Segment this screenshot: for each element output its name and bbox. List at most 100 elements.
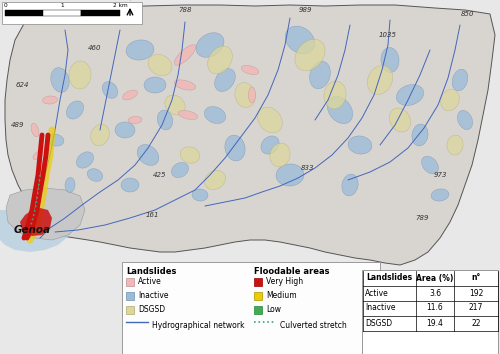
- Ellipse shape: [196, 33, 224, 57]
- Ellipse shape: [310, 61, 330, 89]
- Ellipse shape: [447, 135, 463, 155]
- Ellipse shape: [46, 134, 64, 146]
- Text: 192: 192: [469, 289, 483, 297]
- Text: Landslides: Landslides: [366, 274, 412, 282]
- FancyBboxPatch shape: [254, 292, 262, 300]
- Text: 161: 161: [145, 212, 159, 218]
- Ellipse shape: [137, 144, 159, 165]
- FancyBboxPatch shape: [2, 2, 142, 24]
- Ellipse shape: [174, 80, 196, 90]
- Ellipse shape: [342, 174, 358, 196]
- Text: 973: 973: [433, 172, 447, 178]
- Text: Active: Active: [138, 277, 162, 286]
- Ellipse shape: [102, 82, 118, 98]
- Text: 425: 425: [153, 172, 167, 178]
- Ellipse shape: [128, 116, 142, 124]
- Text: DSGSD: DSGSD: [138, 305, 165, 314]
- Ellipse shape: [324, 81, 346, 109]
- Ellipse shape: [381, 47, 399, 73]
- Ellipse shape: [204, 107, 226, 124]
- Bar: [5, 10, 43, 16]
- Text: 0: 0: [3, 3, 7, 8]
- Ellipse shape: [242, 65, 258, 75]
- Ellipse shape: [452, 69, 468, 91]
- Text: Very High: Very High: [266, 277, 303, 286]
- Text: Inactive: Inactive: [365, 303, 396, 313]
- Text: Landslides: Landslides: [126, 267, 176, 276]
- Text: 460: 460: [88, 45, 102, 51]
- Polygon shape: [5, 5, 495, 265]
- Ellipse shape: [33, 151, 43, 159]
- Ellipse shape: [390, 108, 410, 132]
- Text: 217: 217: [469, 303, 483, 313]
- Text: 850: 850: [461, 11, 475, 17]
- Ellipse shape: [178, 110, 198, 120]
- Ellipse shape: [248, 87, 256, 103]
- Ellipse shape: [214, 69, 236, 91]
- Bar: [81, 10, 120, 16]
- Text: Active: Active: [365, 289, 389, 297]
- Text: Culverted stretch: Culverted stretch: [280, 320, 347, 330]
- Ellipse shape: [172, 162, 188, 178]
- Ellipse shape: [235, 82, 255, 107]
- Text: Floodable areas: Floodable areas: [254, 267, 330, 276]
- Ellipse shape: [122, 90, 138, 100]
- Polygon shape: [6, 188, 85, 240]
- Ellipse shape: [76, 152, 94, 168]
- Ellipse shape: [440, 89, 460, 111]
- FancyBboxPatch shape: [126, 292, 134, 300]
- Text: 789: 789: [415, 215, 429, 221]
- Text: 2 km: 2 km: [112, 3, 128, 8]
- Ellipse shape: [158, 110, 172, 130]
- Ellipse shape: [422, 156, 438, 174]
- Ellipse shape: [412, 124, 428, 146]
- FancyBboxPatch shape: [122, 262, 380, 354]
- Ellipse shape: [295, 39, 325, 71]
- Ellipse shape: [88, 169, 102, 181]
- Ellipse shape: [261, 136, 279, 154]
- Ellipse shape: [368, 65, 392, 95]
- Ellipse shape: [42, 96, 58, 104]
- Text: 489: 489: [11, 122, 25, 128]
- Ellipse shape: [144, 77, 166, 93]
- Ellipse shape: [270, 143, 290, 167]
- FancyBboxPatch shape: [362, 270, 498, 354]
- Ellipse shape: [174, 45, 196, 65]
- Ellipse shape: [328, 96, 352, 124]
- Text: Low: Low: [266, 305, 281, 314]
- Text: 1035: 1035: [379, 32, 397, 38]
- Ellipse shape: [121, 178, 139, 192]
- Text: 11.6: 11.6: [426, 303, 444, 313]
- Text: DSGSD: DSGSD: [365, 319, 392, 327]
- Ellipse shape: [458, 110, 472, 130]
- Text: 989: 989: [298, 7, 312, 13]
- Ellipse shape: [180, 147, 200, 163]
- Ellipse shape: [148, 55, 172, 76]
- Text: ✦: ✦: [126, 0, 134, 3]
- Text: 19.4: 19.4: [426, 319, 444, 327]
- Ellipse shape: [69, 61, 91, 89]
- Ellipse shape: [276, 164, 304, 186]
- Text: 788: 788: [178, 7, 192, 13]
- Ellipse shape: [396, 85, 423, 105]
- Ellipse shape: [258, 107, 282, 133]
- Ellipse shape: [208, 46, 233, 74]
- Ellipse shape: [65, 177, 75, 193]
- FancyBboxPatch shape: [254, 278, 262, 286]
- Ellipse shape: [115, 122, 135, 138]
- Text: Inactive: Inactive: [138, 291, 168, 300]
- Ellipse shape: [165, 95, 185, 115]
- FancyBboxPatch shape: [126, 278, 134, 286]
- Text: Medium: Medium: [266, 291, 296, 300]
- Text: 1: 1: [60, 3, 64, 8]
- Ellipse shape: [204, 170, 226, 190]
- Ellipse shape: [51, 68, 69, 92]
- Polygon shape: [0, 190, 80, 252]
- FancyBboxPatch shape: [126, 306, 134, 314]
- Text: Area (%): Area (%): [416, 274, 454, 282]
- Text: 833: 833: [301, 165, 315, 171]
- Text: Hydrographical network: Hydrographical network: [152, 320, 244, 330]
- Bar: [43, 10, 81, 16]
- Text: 22: 22: [471, 319, 481, 327]
- Ellipse shape: [126, 40, 154, 60]
